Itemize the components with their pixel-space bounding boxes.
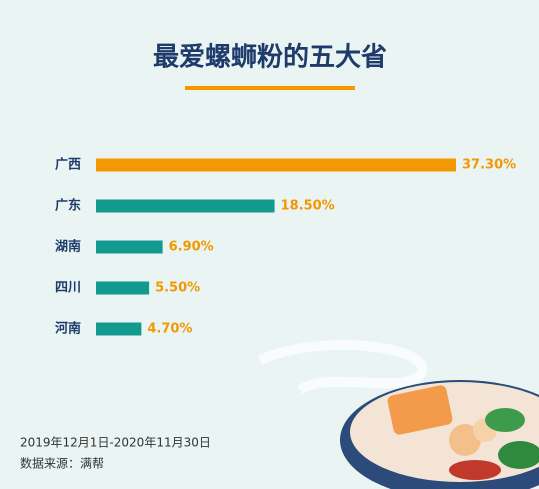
bar	[96, 281, 150, 295]
decor-bowl	[340, 380, 539, 489]
category-label: 广东	[55, 198, 81, 214]
value-label: 5.50%	[155, 281, 200, 296]
footnote: 数据来源：满帮	[20, 456, 104, 471]
category-label: 河南	[55, 321, 81, 337]
bar	[96, 199, 275, 213]
bar	[96, 322, 142, 336]
value-label: 18.50%	[281, 199, 335, 214]
value-label: 6.90%	[169, 240, 214, 255]
category-label: 湖南	[55, 239, 81, 255]
bar	[96, 158, 456, 172]
value-label: 4.70%	[147, 322, 192, 337]
footnote: 2019年12月1日-2020年11月30日	[20, 436, 211, 450]
bar	[96, 240, 163, 254]
category-label: 广西	[55, 157, 81, 173]
title-underline	[185, 86, 355, 90]
chart-title: 最爱螺蛳粉的五大省	[153, 42, 387, 73]
category-label: 四川	[55, 281, 81, 296]
decor-steam	[258, 340, 428, 395]
value-label: 37.30%	[462, 158, 516, 173]
